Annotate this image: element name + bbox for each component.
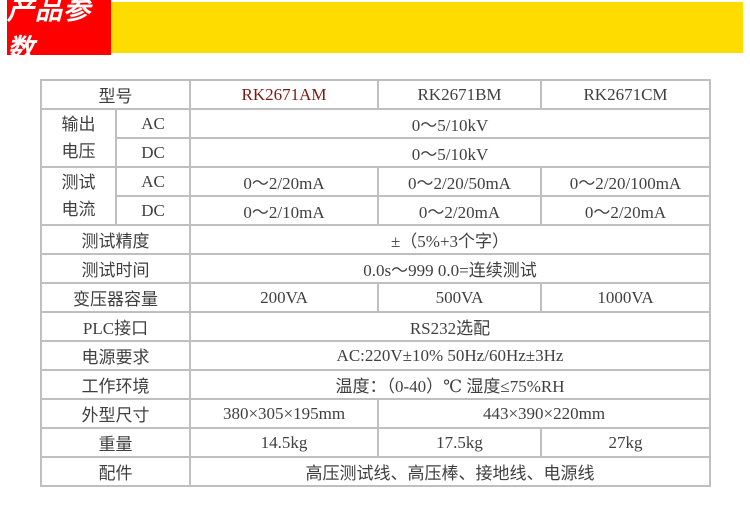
row-output-voltage-dc: DC 0～5/10kV (41, 137, 711, 168)
row-dimensions: 外型尺寸 380×305×195mm 443×390×220mm (40, 398, 711, 429)
test-time-value: 0.0s～999 0.0=连续测试 (189, 253, 711, 284)
weight-am: 14.5kg (189, 427, 379, 458)
row-label-accessories: 配件 (40, 456, 191, 487)
sub-label-ac: AC (115, 108, 191, 139)
row-label-plc: PLC接口 (40, 311, 191, 342)
row-plc: PLC接口 RS232选配 (40, 311, 711, 342)
accessories-value: 高压测试线、高压棒、接地线、电源线 (189, 456, 711, 487)
row-transformer-capacity: 变压器容量 200VA 500VA 1000VA (40, 282, 711, 313)
row-label-transformer: 变压器容量 (40, 282, 191, 313)
plc-value: RS232选配 (189, 311, 711, 342)
row-test-current-dc: DC 0～2/10mA 0～2/20mA 0～2/20mA (41, 195, 711, 226)
row-output-voltage-ac: 输出 电压 AC 0～5/10kV (40, 108, 711, 168)
row-environment: 工作环境 温度：（0-40）℃ 湿度≤75%RH (40, 369, 711, 400)
voltage-ac-value: 0～5/10kV (189, 108, 711, 139)
row-label-output-voltage: 输出 电压 (40, 108, 117, 168)
row-weight: 重量 14.5kg 17.5kg 27kg (40, 427, 711, 458)
weight-bm: 17.5kg (377, 427, 542, 458)
current-dc-cm: 0～2/20mA (540, 195, 711, 226)
page-title: 产品参数 (7, 0, 91, 64)
transformer-am: 200VA (189, 282, 379, 313)
spec-table: 型号 RK2671AM RK2671BM RK2671CM 输出 电压 AC 0… (40, 79, 711, 487)
row-test-time: 测试时间 0.0s～999 0.0=连续测试 (40, 253, 711, 284)
row-label-accuracy: 测试精度 (40, 224, 191, 255)
row-test-current-ac: 测试 电流 AC 0～2/20mA 0～2/20/50mA 0～2/20/100… (40, 166, 711, 226)
row-accuracy: 测试精度 ±（5%+3个字） (40, 224, 711, 255)
current-ac-am: 0～2/20mA (189, 166, 379, 197)
row-model: 型号 RK2671AM RK2671BM RK2671CM (40, 79, 711, 110)
dimensions-am: 380×305×195mm (189, 398, 379, 429)
sub-label-dc: DC (115, 195, 191, 226)
row-label-dimensions: 外型尺寸 (40, 398, 191, 429)
row-power-requirements: 电源要求 AC:220V±10% 50Hz/60Hz±3Hz (40, 340, 711, 371)
row-label-weight: 重量 (40, 427, 191, 458)
transformer-cm: 1000VA (540, 282, 711, 313)
row-label-test-current: 测试 电流 (40, 166, 117, 226)
current-ac-cm: 0～2/20/100mA (540, 166, 711, 197)
banner-title-box: 产品参数 (7, 0, 111, 64)
row-label-model: 型号 (40, 79, 191, 110)
banner-yellow-bar (7, 2, 743, 53)
model-cell-am: RK2671AM (189, 79, 379, 110)
current-dc-am: 0～2/10mA (189, 195, 379, 226)
sub-label-dc: DC (115, 137, 191, 168)
environment-value: 温度：（0-40）℃ 湿度≤75%RH (189, 369, 711, 400)
power-value: AC:220V±10% 50Hz/60Hz±3Hz (189, 340, 711, 371)
row-label-test-time: 测试时间 (40, 253, 191, 284)
row-accessories: 配件 高压测试线、高压棒、接地线、电源线 (40, 456, 711, 487)
sub-label-ac: AC (115, 166, 191, 197)
weight-cm: 27kg (540, 427, 711, 458)
row-label-power: 电源要求 (40, 340, 191, 371)
accuracy-value: ±（5%+3个字） (189, 224, 711, 255)
row-label-environment: 工作环境 (40, 369, 191, 400)
dimensions-bm-cm: 443×390×220mm (377, 398, 711, 429)
transformer-bm: 500VA (377, 282, 542, 313)
current-dc-bm: 0～2/20mA (377, 195, 542, 226)
current-ac-bm: 0～2/20/50mA (377, 166, 542, 197)
model-cell-cm: RK2671CM (540, 79, 711, 110)
model-cell-bm: RK2671BM (377, 79, 542, 110)
voltage-dc-value: 0～5/10kV (189, 137, 711, 168)
